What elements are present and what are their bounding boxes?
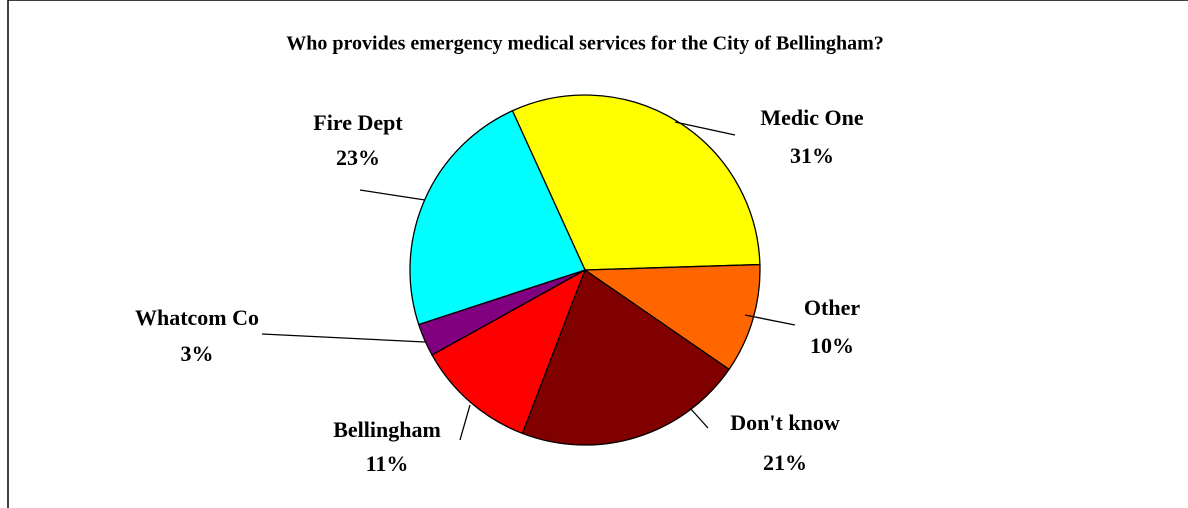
leader-line — [744, 314, 796, 326]
pie-slice — [521, 268, 730, 446]
slice-label: Bellingham — [333, 417, 441, 442]
slice-value-label: 10% — [810, 333, 854, 358]
pie-slice — [431, 268, 587, 435]
leader-line — [359, 189, 426, 201]
pie-slice — [583, 263, 761, 371]
slice-label: Other — [804, 295, 860, 320]
leader-line — [459, 404, 471, 441]
pie-slice — [511, 94, 761, 271]
slice-value-label: 11% — [366, 451, 409, 476]
slice-label: Whatcom Co — [135, 305, 259, 330]
leader-line — [674, 121, 736, 136]
chart-title: Who provides emergency medical services … — [286, 33, 884, 55]
slice-value-label: 31% — [790, 143, 834, 168]
slice-label: Medic One — [760, 105, 863, 130]
slice-label: Don't know — [730, 410, 840, 435]
slice-value-label: 3% — [181, 341, 214, 366]
slice-label: Fire Dept — [313, 110, 403, 135]
leader-line — [689, 407, 709, 429]
leader-line — [261, 333, 426, 343]
slice-value-label: 21% — [763, 450, 807, 475]
slice-value-label: 23% — [336, 145, 380, 170]
